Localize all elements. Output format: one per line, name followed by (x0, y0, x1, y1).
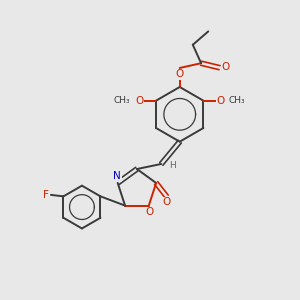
Text: O: O (145, 207, 154, 217)
Text: O: O (163, 197, 171, 207)
Text: N: N (113, 171, 121, 182)
Text: O: O (176, 69, 184, 79)
Text: CH₃: CH₃ (229, 96, 246, 105)
Text: O: O (216, 96, 224, 106)
Text: CH₃: CH₃ (114, 96, 130, 105)
Text: H: H (169, 161, 176, 170)
Text: O: O (135, 96, 143, 106)
Text: F: F (43, 190, 49, 200)
Text: O: O (221, 62, 230, 72)
